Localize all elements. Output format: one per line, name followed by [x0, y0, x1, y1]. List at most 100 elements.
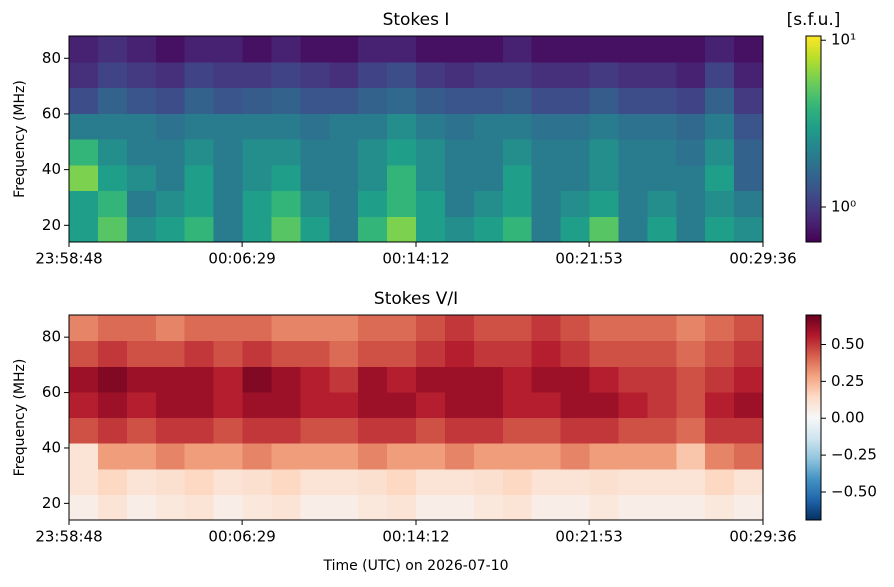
- heatmap-cell: [618, 216, 648, 243]
- heatmap-cell: [300, 61, 330, 88]
- heatmap-cell: [589, 443, 619, 470]
- heatmap-cell: [242, 468, 272, 495]
- heatmap-cell: [329, 36, 359, 63]
- heatmap-cell: [531, 443, 562, 470]
- heatmap-cell: [69, 36, 99, 63]
- heatmap-cell: [271, 139, 301, 166]
- heatmap-cell: [676, 113, 706, 140]
- heatmap-cell: [271, 494, 301, 521]
- heatmap-cell: [242, 494, 272, 521]
- y-tick-label: 40: [42, 438, 61, 456]
- heatmap-cell: [329, 87, 359, 114]
- heatmap-cell: [358, 139, 388, 166]
- heatmap-cell: [126, 87, 157, 114]
- heatmap-cell: [560, 391, 590, 418]
- heatmap-cell: [242, 139, 272, 166]
- heatmap-cell: [387, 443, 417, 470]
- heatmap-cell: [184, 216, 215, 243]
- heatmap-cell: [618, 443, 648, 470]
- heatmap-cell: [647, 494, 677, 521]
- heatmap-cell: [358, 468, 388, 495]
- heatmap-cell: [676, 468, 706, 495]
- y-tick-label: 60: [42, 383, 61, 401]
- heatmap-cell: [387, 216, 417, 243]
- heatmap-cell: [647, 391, 677, 418]
- heatmap-cell: [387, 164, 417, 191]
- heatmap-cell: [329, 366, 359, 393]
- heatmap-cell: [734, 87, 764, 114]
- heatmap-cell: [126, 443, 157, 470]
- heatmap-cell: [300, 366, 330, 393]
- heatmap-cell: [242, 366, 272, 393]
- heatmap-cell: [184, 36, 215, 63]
- heatmap-cell: [416, 468, 446, 495]
- heatmap-cell: [271, 340, 301, 367]
- heatmap-cell: [444, 36, 475, 63]
- heatmap-cell: [705, 190, 735, 217]
- heatmap-cell: [213, 164, 243, 191]
- heatmap-cell: [647, 443, 677, 470]
- heatmap-cell: [444, 443, 475, 470]
- heatmap-cell: [676, 340, 706, 367]
- heatmap-cell: [676, 391, 706, 418]
- heatmap-cell: [213, 190, 243, 217]
- heatmap-cell: [184, 139, 215, 166]
- heatmap-cell: [387, 87, 417, 114]
- x-tick-label: 00:14:12: [382, 528, 449, 546]
- heatmap-cell: [502, 87, 533, 114]
- heatmap-cell: [213, 36, 243, 63]
- heatmap-cell: [358, 36, 388, 63]
- heatmap-cell: [502, 61, 533, 88]
- heatmap-cell: [387, 139, 417, 166]
- heatmap-cell: [387, 113, 417, 140]
- heatmap-cell: [416, 216, 446, 243]
- heatmap-cell: [589, 366, 619, 393]
- heatmap-cell: [676, 36, 706, 63]
- heatmap-cell: [97, 113, 128, 140]
- heatmap-cell: [502, 443, 533, 470]
- heatmap-cell: [531, 468, 562, 495]
- heatmap-cell: [97, 443, 128, 470]
- heatmap-cell: [126, 216, 157, 243]
- heatmap-cell: [358, 216, 388, 243]
- heatmap-cell: [97, 164, 128, 191]
- heatmap-cell: [242, 87, 272, 114]
- heatmap-cell: [444, 417, 475, 444]
- heatmap-cell: [387, 315, 417, 342]
- panel-title: Stokes I: [383, 10, 450, 30]
- heatmap-cell: [618, 113, 648, 140]
- heatmap-cell: [618, 139, 648, 166]
- heatmap-cell: [155, 443, 186, 470]
- heatmap-cell: [531, 494, 562, 521]
- heatmap-cell: [184, 87, 215, 114]
- heatmap-cell: [213, 113, 243, 140]
- heatmap-cell: [387, 494, 417, 521]
- heatmap-cell: [271, 36, 301, 63]
- heatmap-cell: [69, 216, 99, 243]
- heatmap-cell: [647, 164, 677, 191]
- x-tick-label: 00:14:12: [382, 250, 449, 268]
- heatmap-cell: [69, 417, 99, 444]
- x-axis-label: Time (UTC) on 2026-07-10: [322, 558, 508, 574]
- heatmap-cell: [734, 443, 764, 470]
- heatmap-cell: [300, 391, 330, 418]
- heatmap-cell: [97, 61, 128, 88]
- heatmap-cell: [184, 61, 215, 88]
- heatmap-cell: [676, 61, 706, 88]
- heatmap-cell: [387, 468, 417, 495]
- heatmap-cell: [213, 366, 243, 393]
- heatmap-cell: [589, 113, 619, 140]
- heatmap-cell: [676, 315, 706, 342]
- heatmap-cell: [416, 366, 446, 393]
- heatmap-cell: [184, 417, 215, 444]
- heatmap-cell: [416, 87, 446, 114]
- heatmap-cell: [676, 417, 706, 444]
- heatmap-cell: [618, 164, 648, 191]
- heatmap-cell: [705, 139, 735, 166]
- heatmap-cell: [473, 366, 504, 393]
- heatmap-cell: [531, 164, 562, 191]
- heatmap-cell: [387, 340, 417, 367]
- heatmap-cell: [300, 113, 330, 140]
- heatmap-cell: [618, 366, 648, 393]
- heatmap-cell: [126, 36, 157, 63]
